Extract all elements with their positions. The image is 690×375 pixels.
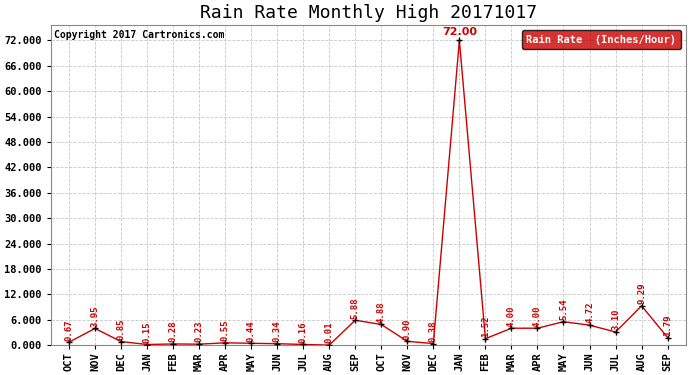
- Text: 0.55: 0.55: [221, 320, 230, 341]
- Text: 3.10: 3.10: [611, 309, 620, 330]
- Text: 0.38: 0.38: [429, 320, 438, 342]
- Text: 0.67: 0.67: [64, 319, 73, 340]
- Text: 4.00: 4.00: [507, 305, 516, 327]
- Text: 0.16: 0.16: [299, 321, 308, 343]
- Text: 0.90: 0.90: [403, 318, 412, 340]
- Title: Rain Rate Monthly High 20171017: Rain Rate Monthly High 20171017: [199, 4, 537, 22]
- Text: 4.00: 4.00: [533, 305, 542, 327]
- Text: 0.85: 0.85: [117, 318, 126, 340]
- Text: 5.88: 5.88: [351, 297, 359, 318]
- Text: 0.15: 0.15: [143, 321, 152, 343]
- Text: 4.72: 4.72: [585, 302, 594, 324]
- Text: 0.28: 0.28: [168, 321, 177, 342]
- Text: 4.88: 4.88: [377, 301, 386, 323]
- Text: 0.34: 0.34: [273, 321, 282, 342]
- Text: 0.23: 0.23: [195, 321, 204, 342]
- Text: 3.95: 3.95: [90, 305, 99, 327]
- Text: Copyright 2017 Cartronics.com: Copyright 2017 Cartronics.com: [54, 30, 224, 40]
- Text: 0.44: 0.44: [246, 320, 255, 342]
- Legend: Rain Rate  (Inches/Hour): Rain Rate (Inches/Hour): [522, 30, 680, 49]
- Text: 5.54: 5.54: [559, 298, 568, 320]
- Text: 1.79: 1.79: [663, 314, 672, 336]
- Text: 1.52: 1.52: [481, 315, 490, 337]
- Text: 72.00: 72.00: [442, 27, 477, 37]
- Text: 0.01: 0.01: [325, 322, 334, 344]
- Text: 9.29: 9.29: [637, 283, 646, 304]
